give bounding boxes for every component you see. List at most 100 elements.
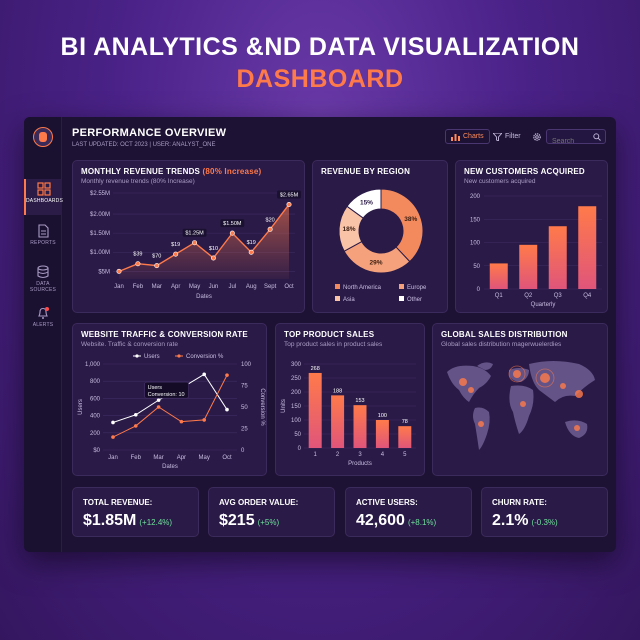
hero-title: BI ANALYTICS &ND DATA VISUALIZATION <box>60 33 580 61</box>
revenue-data-label: $10 <box>209 246 218 252</box>
kpi-active-users[interactable]: ACTIVE USERS: 42,600 (+8.1%) <box>345 487 472 537</box>
sidebar-item-alerts[interactable]: ALERTS <box>24 303 62 339</box>
revenue-data-label: $20 <box>266 217 275 223</box>
kpi-value: $215 (+5%) <box>219 512 279 530</box>
search-input[interactable] <box>547 135 589 148</box>
y-tick-label: 150 <box>291 404 302 410</box>
series-point <box>156 405 161 409</box>
legend-marker <box>135 354 139 358</box>
kpi-number: $215 <box>219 512 255 529</box>
x-tick-label: 1 <box>314 452 318 458</box>
bar-value-label: 78 <box>402 419 408 425</box>
filter-button[interactable]: Filter <box>488 129 526 144</box>
bar-value-label: 153 <box>355 398 364 404</box>
sales-hotspot <box>513 370 521 378</box>
customer-bar <box>578 206 597 289</box>
sidebar: DASHBOARDS REPORTS DATA SOURCES <box>24 117 63 552</box>
x-tick-label: May <box>199 455 210 461</box>
tooltip-box <box>144 381 189 399</box>
card-title: MONTHLY REVENUE TRENDS (80% Increase) <box>81 167 261 176</box>
product-bar <box>375 420 389 448</box>
search-box[interactable] <box>546 129 606 148</box>
revenue-point <box>248 249 254 255</box>
document-icon <box>38 224 49 238</box>
world-map[interactable] <box>433 324 608 476</box>
kpi-total-revenue[interactable]: TOTAL REVENUE: $1.85M (+12.4%) <box>72 487 199 537</box>
x-tick-label: Jan <box>114 284 124 290</box>
sidebar-item-reports[interactable]: REPORTS <box>24 221 62 257</box>
sidebar-item-label: ALERTS <box>32 322 54 328</box>
donut-slice <box>346 188 382 219</box>
sidebar-item-dashboards[interactable]: DASHBOARDS <box>24 179 63 215</box>
kpi-churn-rate[interactable]: CHURN RATE: 2.1% (-0.3%) <box>481 487 608 537</box>
kpi-avg-order-value[interactable]: AVG ORDER VALUE: $215 (+5%) <box>208 487 335 537</box>
x-tick-label: May <box>189 284 200 290</box>
app-logo[interactable] <box>33 127 53 147</box>
bar-value-label: 268 <box>311 366 320 372</box>
kpi-value: 42,600 (+8.1%) <box>356 512 436 530</box>
bell-icon <box>38 307 49 319</box>
y2-tick-label: 100 <box>241 362 252 368</box>
y-tick-label: 100 <box>470 241 481 247</box>
y2-tick-label: 75 <box>241 384 248 390</box>
x-tick-label: Aug <box>246 284 257 290</box>
series-point <box>179 419 184 424</box>
revenue-line-chart[interactable]: $5M$1.00M$1.50M$2.00M$2.55MJan$39Feb$70M… <box>73 161 305 313</box>
x-tick-label: Q4 <box>583 293 592 299</box>
x-tick-label: Mar <box>153 455 163 461</box>
y-tick-label: 0 <box>477 287 481 293</box>
customer-bar <box>519 244 538 289</box>
sidebar-item-label: DATA SOURCES <box>29 281 57 293</box>
series-point <box>134 412 138 417</box>
series-point <box>156 398 161 402</box>
tooltip-line: Users <box>148 385 163 391</box>
sales-hotspot <box>540 373 550 383</box>
product-bar <box>331 395 345 448</box>
settings-button[interactable] <box>527 129 547 144</box>
region-donut-chart[interactable]: 38% 29% 18% 15% North America Europe Asia Other <box>313 161 448 313</box>
x-tick-label: Apr <box>171 284 180 290</box>
kpi-label: ACTIVE USERS: <box>356 498 418 507</box>
y-tick-label: $1.50M <box>90 231 110 237</box>
charts-button[interactable]: Charts <box>445 129 490 144</box>
x-tick-label: Jun <box>209 284 219 290</box>
x-tick-label: Q1 <box>495 293 504 299</box>
y-tick-label: 200 <box>470 194 481 200</box>
search-icon <box>593 133 601 141</box>
card-title: WEBSITE TRAFFIC & CONVERSION RATE <box>81 330 248 339</box>
kpi-label: AVG ORDER VALUE: <box>219 498 299 507</box>
customers-bar-chart[interactable]: 0 50 100 150 200 Q1 Q2 Q3 Q4 Quarterly <box>456 161 608 313</box>
products-bar-chart[interactable]: 0 50 100 150 200 250 300 Units 268 1 188 2 153 3 100 4 7… <box>276 324 425 476</box>
revenue-point <box>192 240 198 246</box>
x-tick-label: 5 <box>403 452 407 458</box>
sales-hotspot <box>575 390 583 398</box>
y2-tick-label: 50 <box>241 405 248 411</box>
sales-hotspot <box>520 401 526 407</box>
product-bar <box>308 372 322 448</box>
x-axis-title: Products <box>348 461 372 467</box>
x-tick-label: Apr <box>177 455 186 461</box>
y-tick-label: 0 <box>298 446 302 452</box>
legend-swatch <box>399 284 404 289</box>
card-subtitle: Top product sales in product sales <box>284 341 383 348</box>
y-tick-label: 300 <box>291 362 302 368</box>
revenue-data-label: $1.25M <box>185 231 204 237</box>
bar-chart-icon <box>451 133 460 141</box>
revenue-data-label: $19 <box>171 242 180 248</box>
y-tick-label: 200 <box>90 431 101 437</box>
card-title-highlight: (80% Increase) <box>202 167 262 176</box>
sidebar-item-data-sources[interactable]: DATA SOURCES <box>24 262 62 298</box>
y-tick-label: 200 <box>291 390 302 396</box>
greenland-shape <box>477 362 493 370</box>
donut-slice <box>380 188 424 263</box>
y2-tick-label: 25 <box>241 427 248 433</box>
y-tick-label: 50 <box>473 264 480 270</box>
hero-subtitle: DASHBOARD <box>236 65 404 93</box>
sales-hotspot <box>478 421 484 427</box>
y-tick-label: 600 <box>90 396 101 402</box>
series-point <box>134 424 138 428</box>
series-point <box>225 407 229 412</box>
revenue-point <box>116 268 122 274</box>
series-point <box>111 435 115 439</box>
